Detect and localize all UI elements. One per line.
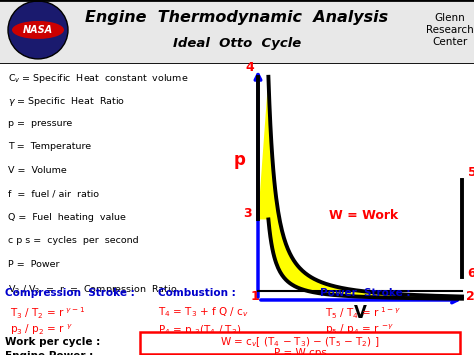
Text: W = Work: W = Work (329, 209, 399, 223)
Text: V: V (354, 304, 366, 322)
Text: T$_5$ / T$_4$ = r $^{1 - \gamma}$: T$_5$ / T$_4$ = r $^{1 - \gamma}$ (325, 305, 401, 321)
Text: W = c$_v$[ (T$_4$ − T$_3$) − (T$_5$ − T$_2$) ]: W = c$_v$[ (T$_4$ − T$_3$) − (T$_5$ − T$… (220, 335, 380, 349)
Text: 6: 6 (468, 267, 474, 280)
Text: V$_2$ / V$_3$  =  r  =  Compression  Ratio: V$_2$ / V$_3$ = r = Compression Ratio (8, 284, 177, 296)
Text: $\gamma$ = Specific  Heat  Ratio: $\gamma$ = Specific Heat Ratio (8, 95, 125, 108)
Text: NASA: NASA (23, 25, 53, 35)
Text: Q =  Fuel  heating  value: Q = Fuel heating value (8, 213, 126, 222)
Polygon shape (258, 77, 462, 299)
Text: f  =  fuel / air  ratio: f = fuel / air ratio (8, 190, 99, 198)
Text: 2: 2 (465, 290, 474, 303)
Text: 5: 5 (468, 166, 474, 179)
Text: P =  Power: P = Power (8, 260, 60, 269)
Text: 1: 1 (251, 290, 259, 303)
Text: Engine  Thermodynamic  Analysis: Engine Thermodynamic Analysis (85, 10, 389, 26)
Bar (140, 332, 460, 354)
Text: C$_v$ = Specific  Heat  constant  volume: C$_v$ = Specific Heat constant volume (8, 72, 189, 85)
Text: 3: 3 (244, 207, 252, 220)
Ellipse shape (12, 21, 64, 39)
Text: p: p (234, 151, 246, 169)
Text: P = W cps: P = W cps (273, 348, 327, 355)
Text: Power  Stroke :: Power Stroke : (320, 288, 410, 298)
Text: V =  Volume: V = Volume (8, 166, 67, 175)
Text: Engine Power :: Engine Power : (5, 351, 93, 355)
Text: p$_3$ / p$_2$ = r $^{\gamma}$: p$_3$ / p$_2$ = r $^{\gamma}$ (10, 323, 73, 337)
Text: p =  pressure: p = pressure (8, 119, 72, 128)
Text: 4: 4 (246, 61, 255, 74)
Text: T$_4$ = T$_3$ + f Q / c$_v$: T$_4$ = T$_3$ + f Q / c$_v$ (158, 305, 249, 319)
Text: P$_4$ = p $_{3}$(T$_4$ / T$_3$): P$_4$ = p $_{3}$(T$_4$ / T$_3$) (158, 323, 241, 337)
Text: p$_5$ / p$_4$ = r $^{-\gamma}$: p$_5$ / p$_4$ = r $^{-\gamma}$ (325, 323, 394, 337)
Text: T =  Temperature: T = Temperature (8, 142, 91, 152)
Ellipse shape (8, 1, 68, 59)
Text: c p s =  cycles  per  second: c p s = cycles per second (8, 236, 138, 245)
Text: Compression  Stroke :: Compression Stroke : (5, 288, 135, 298)
Text: Combustion :: Combustion : (158, 288, 236, 298)
Text: Work per cycle :: Work per cycle : (5, 337, 100, 347)
Text: Glenn
Research
Center: Glenn Research Center (426, 13, 474, 47)
Text: Ideal  Otto  Cycle: Ideal Otto Cycle (173, 37, 301, 50)
Text: T$_3$ / T$_2$ = r $^{\gamma - 1}$: T$_3$ / T$_2$ = r $^{\gamma - 1}$ (10, 305, 85, 321)
